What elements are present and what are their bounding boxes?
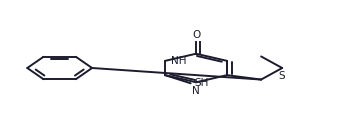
Text: S: S bbox=[279, 71, 285, 81]
Text: N: N bbox=[192, 86, 200, 96]
Text: O: O bbox=[192, 30, 200, 40]
Text: NH: NH bbox=[171, 56, 187, 66]
Text: SH: SH bbox=[195, 78, 209, 88]
